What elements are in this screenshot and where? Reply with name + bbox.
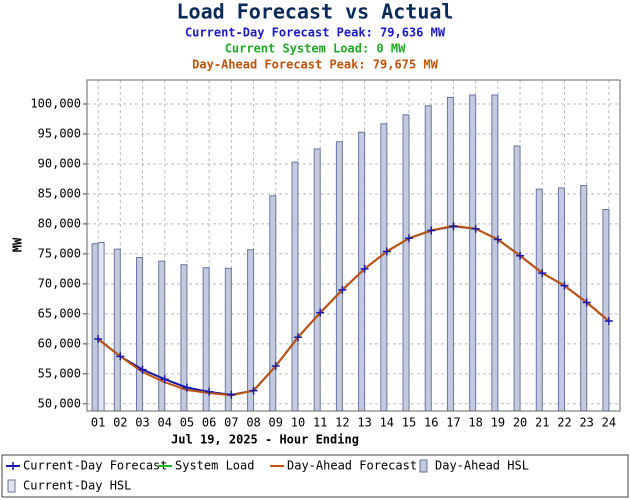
marker bbox=[227, 390, 236, 399]
x-tick-label: 02 bbox=[113, 416, 127, 430]
bar bbox=[113, 248, 121, 412]
x-tick-label: 01 bbox=[91, 416, 105, 430]
subtitle: Current-Day Forecast Peak: 79,636 MW bbox=[185, 26, 446, 40]
x-tick-label: 14 bbox=[380, 416, 394, 430]
bar bbox=[424, 105, 432, 412]
x-tick-label: 06 bbox=[202, 416, 216, 430]
x-tick-label: 20 bbox=[513, 416, 527, 430]
marker bbox=[316, 308, 325, 317]
marker bbox=[94, 335, 103, 344]
marker bbox=[182, 383, 191, 392]
chart-title: Load Forecast vs Actual bbox=[177, 0, 454, 24]
x-tick-label: 19 bbox=[491, 416, 505, 430]
y-tick-label: 50,000 bbox=[38, 396, 81, 410]
bar bbox=[202, 267, 210, 412]
marker bbox=[116, 352, 125, 361]
marker bbox=[271, 362, 280, 371]
bar bbox=[224, 267, 232, 412]
x-tick-label: 15 bbox=[402, 416, 416, 430]
bar bbox=[402, 114, 410, 412]
bar bbox=[269, 195, 277, 412]
marker bbox=[538, 269, 547, 278]
marker bbox=[293, 333, 302, 342]
x-tick-label: 22 bbox=[557, 416, 571, 430]
bar bbox=[535, 188, 543, 412]
legend-label: Day-Ahead Forecast bbox=[287, 459, 417, 473]
line bbox=[97, 224, 610, 397]
marker bbox=[604, 317, 613, 326]
x-tick-label: 17 bbox=[446, 416, 460, 430]
legend-label: Current-Day HSL bbox=[23, 479, 131, 493]
x-axis-label: Jul 19, 2025 - Hour Ending bbox=[171, 433, 359, 447]
bar bbox=[446, 96, 454, 412]
y-axis-label: MW bbox=[11, 237, 25, 252]
legend-label: Day-Ahead HSL bbox=[435, 459, 529, 473]
y-tick-label: 100,000 bbox=[30, 96, 81, 110]
subtitle: Current System Load: 0 MW bbox=[225, 42, 406, 56]
legend-box bbox=[1, 454, 629, 498]
plot-area bbox=[87, 80, 620, 411]
x-tick-label: 23 bbox=[579, 416, 593, 430]
y-tick-label: 80,000 bbox=[38, 216, 81, 230]
subtitle: Day-Ahead Forecast Peak: 79,675 MW bbox=[192, 58, 438, 72]
x-tick-label: 12 bbox=[335, 416, 349, 430]
x-tick-label: 24 bbox=[602, 416, 616, 430]
marker bbox=[205, 387, 214, 396]
marker bbox=[471, 224, 480, 233]
bar bbox=[491, 94, 499, 412]
marker bbox=[360, 264, 369, 273]
marker bbox=[560, 281, 569, 290]
x-tick-label: 13 bbox=[357, 416, 371, 430]
legend-label: System Load bbox=[175, 459, 254, 473]
y-tick-label: 85,000 bbox=[38, 186, 81, 200]
plot-frame bbox=[86, 79, 621, 412]
bar bbox=[602, 209, 610, 412]
marker bbox=[582, 298, 591, 307]
marker bbox=[405, 234, 414, 243]
bar bbox=[158, 260, 166, 412]
bar bbox=[313, 148, 321, 412]
bar bbox=[136, 256, 144, 412]
y-tick-label: 65,000 bbox=[38, 306, 81, 320]
legend-swatch bbox=[419, 459, 428, 473]
bar bbox=[469, 94, 477, 412]
marker bbox=[138, 365, 147, 374]
x-tick-label: 11 bbox=[313, 416, 327, 430]
y-tick-label: 90,000 bbox=[38, 156, 81, 170]
x-tick-label: 10 bbox=[291, 416, 305, 430]
bar bbox=[97, 242, 105, 412]
x-tick-label: 09 bbox=[269, 416, 283, 430]
y-tick-label: 95,000 bbox=[38, 126, 81, 140]
x-tick-label: 07 bbox=[224, 416, 238, 430]
x-tick-label: 04 bbox=[158, 416, 172, 430]
bar bbox=[247, 249, 255, 412]
marker bbox=[382, 247, 391, 256]
bar bbox=[380, 123, 388, 412]
bar bbox=[557, 187, 565, 412]
marker bbox=[493, 235, 502, 244]
y-tick-label: 55,000 bbox=[38, 366, 81, 380]
x-tick-label: 08 bbox=[246, 416, 260, 430]
x-tick-label: 21 bbox=[535, 416, 549, 430]
marker bbox=[338, 285, 347, 294]
x-tick-label: 18 bbox=[468, 416, 482, 430]
marker bbox=[427, 226, 436, 235]
bar bbox=[91, 243, 99, 412]
legend-label: Current-Day Forecast bbox=[23, 459, 168, 473]
marker bbox=[449, 222, 458, 231]
y-tick-label: 75,000 bbox=[38, 246, 81, 260]
x-tick-label: 16 bbox=[424, 416, 438, 430]
bar bbox=[335, 141, 343, 412]
y-tick-label: 60,000 bbox=[38, 336, 81, 350]
x-tick-label: 03 bbox=[135, 416, 149, 430]
marker bbox=[249, 386, 258, 395]
bar bbox=[291, 161, 299, 412]
y-tick-label: 70,000 bbox=[38, 276, 81, 290]
bar bbox=[513, 145, 521, 412]
legend-swatch bbox=[7, 479, 16, 493]
marker bbox=[160, 375, 169, 384]
x-tick-label: 05 bbox=[180, 416, 194, 430]
marker bbox=[516, 251, 525, 260]
